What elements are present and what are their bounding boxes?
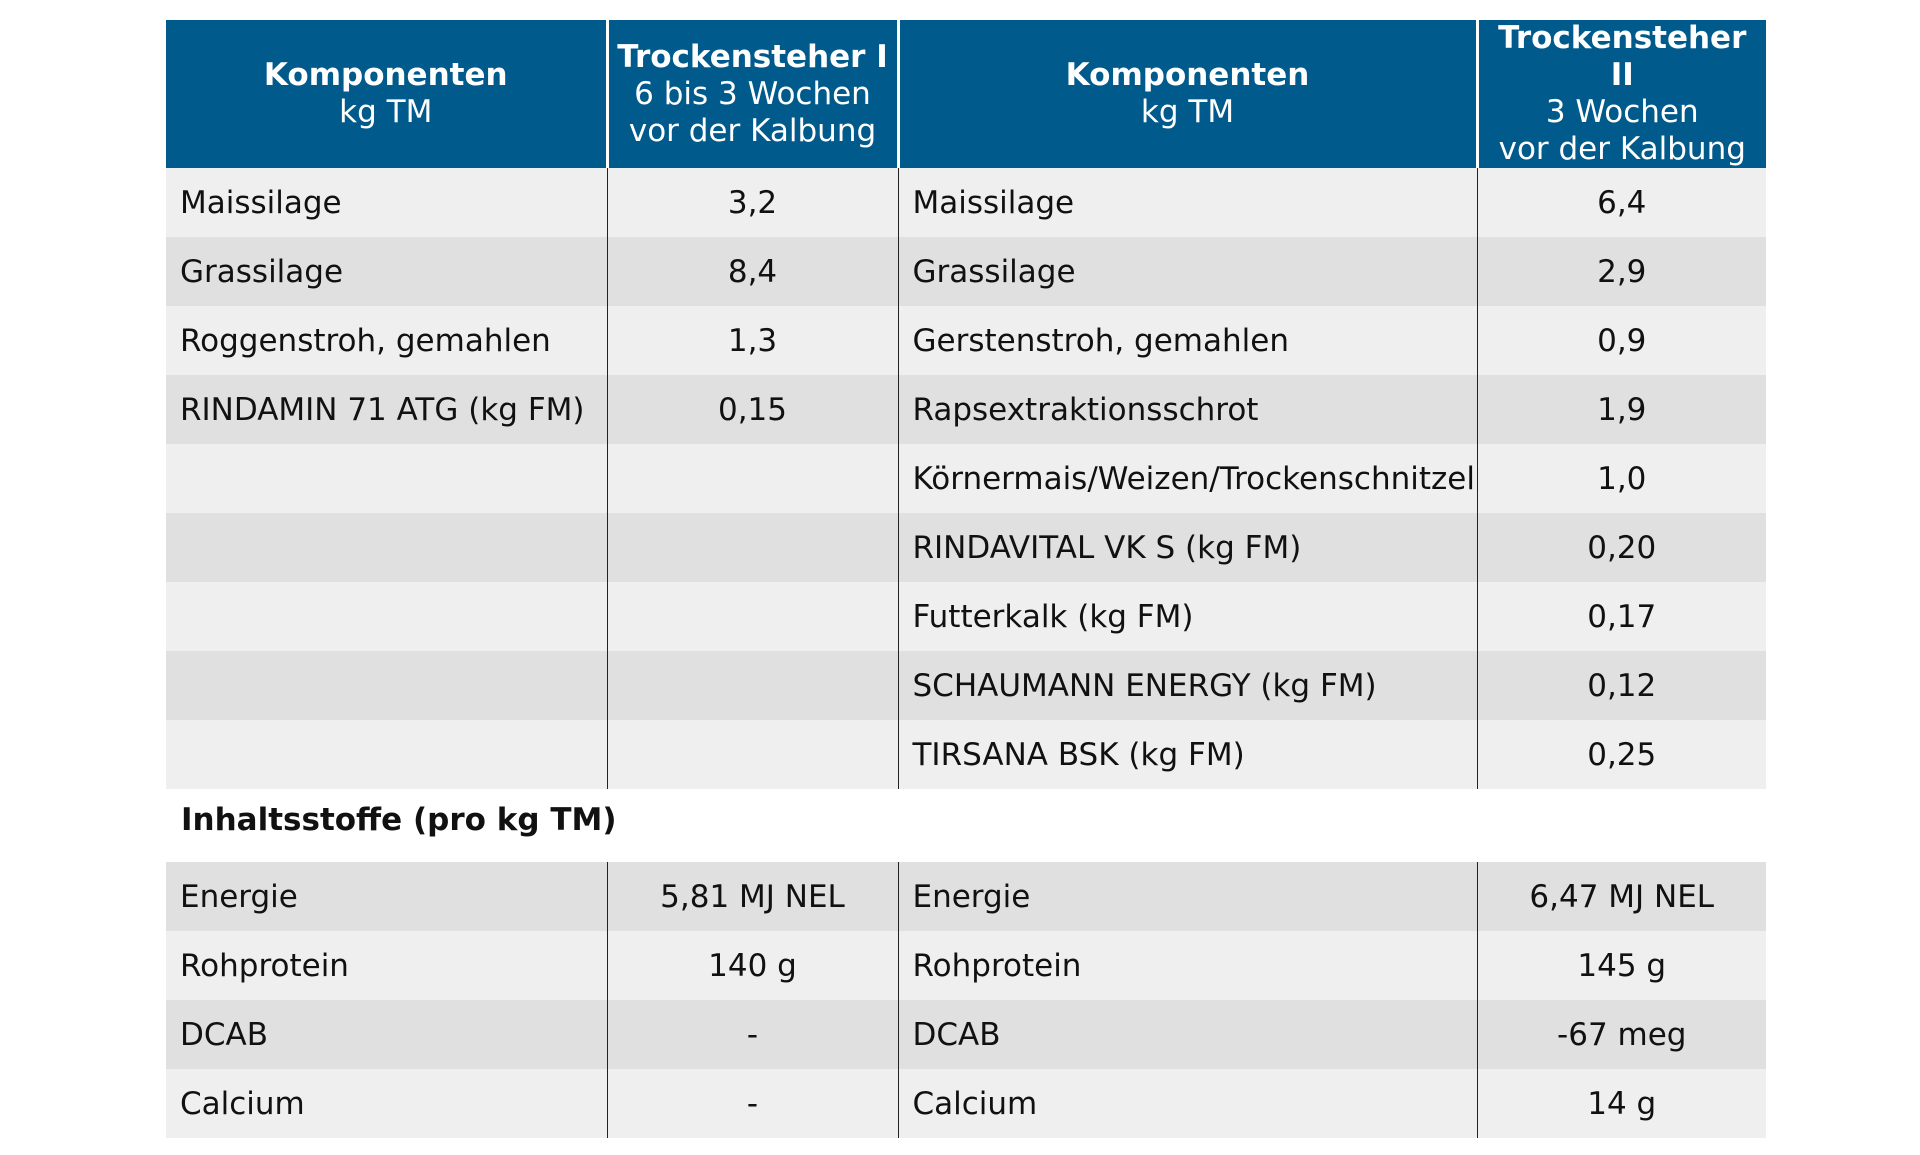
header-trockensteher-2: Trockensteher II 3 Wochen vor der Kalbun… — [1475, 20, 1766, 168]
nutrient-value: 6,47 MJ NEL — [1476, 862, 1766, 931]
table-row: RINDAMIN 71 ATG (kg FM) 0,15 Rapsextrakt… — [166, 375, 1766, 444]
component-name — [166, 720, 607, 789]
header-trockensteher-1: Trockensteher I 6 bis 3 Wochen vor der K… — [605, 20, 898, 168]
nutrients-table: Energie 5,81 MJ NEL Energie 6,47 MJ NEL … — [166, 862, 1766, 1138]
header-period: 3 Wochen — [1545, 94, 1699, 130]
nutrient-name: Energie — [166, 862, 607, 931]
nutrient-value: 5,81 MJ NEL — [606, 862, 898, 931]
component-value: 3,2 — [606, 168, 898, 237]
table-row: Futterkalk (kg FM) 0,17 — [166, 582, 1766, 651]
nutrient-name: Rohprotein — [897, 931, 1477, 1000]
component-name — [166, 513, 607, 582]
header-title: Trockensteher II — [1498, 20, 1747, 93]
header-period-detail: vor der Kalbung — [628, 112, 877, 149]
component-value: 6,4 — [1476, 168, 1766, 237]
table-row: Körnermais/Weizen/Trockenschnitzel 1,0 — [166, 444, 1766, 513]
component-name: RINDAVITAL VK S (kg FM) — [897, 513, 1477, 582]
component-name: Grassilage — [166, 237, 607, 306]
component-name: Körnermais/Weizen/Trockenschnitzel — [897, 444, 1477, 513]
component-name: Maissilage — [897, 168, 1477, 237]
component-name: SCHAUMANN ENERGY (kg FM) — [897, 651, 1477, 720]
header-components-1: Komponenten kg TM — [166, 20, 607, 168]
component-name: Roggenstroh, gemahlen — [166, 306, 607, 375]
nutrient-name: Rohprotein — [166, 931, 607, 1000]
nutrient-value: - — [606, 1000, 898, 1069]
component-value — [606, 651, 898, 720]
nutrient-value: - — [606, 1069, 898, 1138]
component-name: Maissilage — [166, 168, 607, 237]
component-name — [166, 582, 607, 651]
component-name — [166, 444, 607, 513]
components-table: Komponenten kg TM Trockensteher I 6 bis … — [166, 20, 1766, 789]
nutrient-value: 145 g — [1476, 931, 1766, 1000]
component-value — [606, 720, 898, 789]
header-period-detail: vor der Kalbung — [1498, 131, 1746, 167]
table-row: Calcium - Calcium 14 g — [166, 1069, 1766, 1138]
header-period: 6 bis 3 Wochen — [634, 75, 871, 112]
component-name — [166, 651, 607, 720]
component-value: 0,20 — [1476, 513, 1766, 582]
nutrient-name: Calcium — [897, 1069, 1477, 1138]
component-value: 0,17 — [1476, 582, 1766, 651]
nutrient-value: -67 meg — [1476, 1000, 1766, 1069]
component-name: RINDAMIN 71 ATG (kg FM) — [166, 375, 607, 444]
nutrient-name: DCAB — [897, 1000, 1477, 1069]
component-name: Gerstenstroh, gemahlen — [897, 306, 1477, 375]
component-name: TIRSANA BSK (kg FM) — [897, 720, 1477, 789]
table-row: Roggenstroh, gemahlen 1,3 Gerstenstroh, … — [166, 306, 1766, 375]
component-value: 0,25 — [1476, 720, 1766, 789]
nutrient-value: 14 g — [1476, 1069, 1766, 1138]
nutrient-value: 140 g — [606, 931, 898, 1000]
header-components-2: Komponenten kg TM — [896, 20, 1477, 168]
table-row: Grassilage 8,4 Grassilage 2,9 — [166, 237, 1766, 306]
table-row: Rohprotein 140 g Rohprotein 145 g — [166, 931, 1766, 1000]
nutrient-name: Energie — [897, 862, 1477, 931]
table-row: Maissilage 3,2 Maissilage 6,4 — [166, 168, 1766, 237]
component-value — [606, 513, 898, 582]
nutrient-name: Calcium — [166, 1069, 607, 1138]
component-value: 8,4 — [606, 237, 898, 306]
header-title: Trockensteher I — [617, 38, 888, 75]
component-name: Rapsextraktionsschrot — [897, 375, 1477, 444]
component-value: 1,0 — [1476, 444, 1766, 513]
header-row: Komponenten kg TM Trockensteher I 6 bis … — [166, 20, 1766, 168]
component-value: 2,9 — [1476, 237, 1766, 306]
component-name: Futterkalk (kg FM) — [897, 582, 1477, 651]
component-value — [606, 444, 898, 513]
table-row: SCHAUMANN ENERGY (kg FM) 0,12 — [166, 651, 1766, 720]
component-name: Grassilage — [897, 237, 1477, 306]
table-row: DCAB - DCAB -67 meg — [166, 1000, 1766, 1069]
component-value: 0,12 — [1476, 651, 1766, 720]
component-value: 1,9 — [1476, 375, 1766, 444]
section-title-inhaltsstoffe: Inhaltsstoffe (pro kg TM) — [181, 802, 617, 838]
header-unit: kg TM — [1140, 94, 1235, 130]
nutrient-name: DCAB — [166, 1000, 607, 1069]
component-value: 1,3 — [606, 306, 898, 375]
component-value: 0,9 — [1476, 306, 1766, 375]
header-title: Komponenten — [263, 57, 508, 93]
component-value: 0,15 — [606, 375, 898, 444]
component-value — [606, 582, 898, 651]
header-title: Komponenten — [1065, 57, 1310, 93]
table-row: RINDAVITAL VK S (kg FM) 0,20 — [166, 513, 1766, 582]
table-row: TIRSANA BSK (kg FM) 0,25 — [166, 720, 1766, 789]
header-unit: kg TM — [339, 94, 433, 130]
table-row: Energie 5,81 MJ NEL Energie 6,47 MJ NEL — [166, 862, 1766, 931]
